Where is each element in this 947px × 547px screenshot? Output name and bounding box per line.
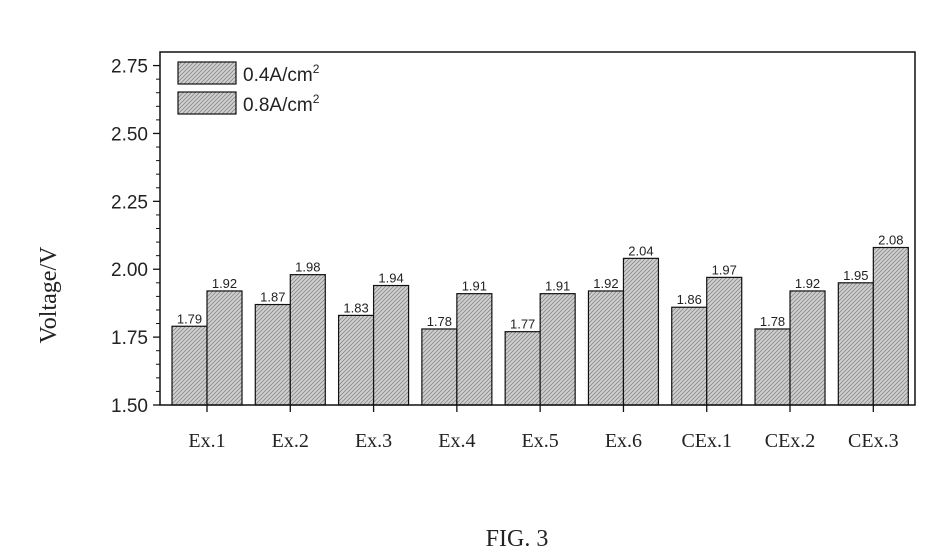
bar-series1 xyxy=(837,282,874,406)
bar-value-label: 1.77 xyxy=(510,317,535,332)
bar-series1 xyxy=(337,314,375,406)
x-category-label: CEx.2 xyxy=(765,430,816,452)
bar-series2 xyxy=(706,276,743,406)
bar-series1 xyxy=(254,303,291,406)
bar-series1 xyxy=(171,325,208,406)
x-category-label: Ex.5 xyxy=(522,430,559,452)
bar-series1 xyxy=(421,328,458,406)
bar-value-label: 1.91 xyxy=(462,279,487,294)
x-category-label: CEx.3 xyxy=(848,430,899,452)
bar-series1 xyxy=(587,290,625,406)
bar-series2 xyxy=(372,284,410,406)
legend-swatch xyxy=(177,91,237,115)
bar-value-label: 1.92 xyxy=(795,276,820,291)
bar-series2 xyxy=(872,246,909,406)
y-tick-label: 1.50 xyxy=(111,396,148,417)
figure-caption: FIG. 3 xyxy=(486,526,549,547)
x-category-label: CEx.1 xyxy=(681,430,732,452)
bar-series2 xyxy=(539,293,576,406)
y-tick-label: 2.25 xyxy=(111,192,148,213)
bar-value-label: 1.79 xyxy=(177,311,202,326)
bar-value-label: 1.78 xyxy=(760,314,785,329)
bar-value-label: 1.98 xyxy=(295,260,320,275)
bar-value-label: 1.97 xyxy=(712,262,737,277)
legend-label-text: 0.4A/cm xyxy=(243,65,313,86)
bar-series2 xyxy=(206,290,243,406)
bar-series2 xyxy=(289,274,326,406)
legend-label: 0.4A/cm2 xyxy=(243,62,320,86)
bar-value-label: 1.87 xyxy=(260,290,285,305)
y-axis-title: Voltage/V xyxy=(36,246,62,344)
bar-series2 xyxy=(789,290,826,406)
legend-label-superscript: 2 xyxy=(313,92,320,106)
bar-value-label: 1.92 xyxy=(593,276,618,291)
x-category-label: Ex.6 xyxy=(605,430,642,452)
bar-value-label: 2.04 xyxy=(628,243,653,258)
y-tick-label: 2.00 xyxy=(111,260,148,281)
legend-label-text: 0.8A/cm xyxy=(243,95,313,116)
bar-value-label: 1.92 xyxy=(212,276,237,291)
bar-value-label: 1.94 xyxy=(378,271,403,286)
bar-value-label: 1.95 xyxy=(843,268,868,283)
legend-label: 0.8A/cm2 xyxy=(243,92,320,116)
legend-swatch xyxy=(177,61,237,85)
bar-series2 xyxy=(456,293,493,406)
y-tick-label: 2.75 xyxy=(111,57,148,78)
bar-series1 xyxy=(504,331,541,406)
bar-series1 xyxy=(671,306,708,406)
y-tick-label: 1.75 xyxy=(111,328,148,349)
bar-series1 xyxy=(754,328,791,406)
bar-value-label: 1.91 xyxy=(545,279,570,294)
legend-label-superscript: 2 xyxy=(313,62,320,76)
value-labels-layer: 1.79 1.92 1.87 1.98 1.83 1.94 1.78 1.91 1.77 1.91… xyxy=(177,233,904,332)
bar-value-label: 2.08 xyxy=(878,233,903,248)
bar-series2 xyxy=(622,257,660,406)
bar-value-label: 1.83 xyxy=(343,300,368,315)
bar-value-label: 1.86 xyxy=(677,292,702,307)
y-tick-label: 2.50 xyxy=(111,124,148,145)
x-category-label: Ex.2 xyxy=(272,430,309,452)
x-category-label: Ex.4 xyxy=(438,430,475,452)
y-axis: 1.50 1.75 2.00 2.25 2.50 2.75 xyxy=(111,57,160,417)
bar-value-label: 1.78 xyxy=(427,314,452,329)
x-category-label: Ex.1 xyxy=(188,430,225,452)
x-axis: Ex.1 Ex.2 Ex.3 Ex.4 Ex.5 Ex.6 CEx.1 CEx.2 CEx.3 xyxy=(188,405,899,452)
bars-layer xyxy=(171,246,909,406)
x-category-label: Ex.3 xyxy=(355,430,392,452)
